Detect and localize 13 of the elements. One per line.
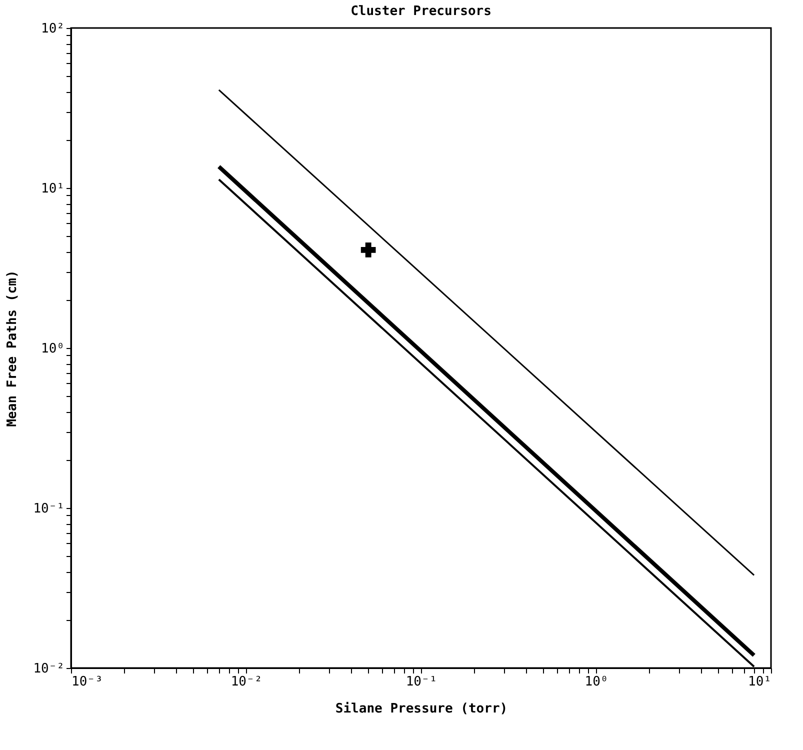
- x-tick-label: 10⁰: [584, 674, 608, 690]
- y-tick-label: 10¹: [41, 182, 64, 196]
- x-tick-label: 10⁻³: [72, 674, 103, 690]
- x-axis-title: Silane Pressure (torr): [335, 702, 508, 716]
- x-tick-label: 10⁻²: [230, 674, 262, 690]
- y-tick-label: 10⁻²: [33, 662, 64, 676]
- y-tick-label: 10²: [41, 22, 64, 36]
- x-tick-label: 10¹: [748, 674, 772, 690]
- chart-title: Cluster Precursors: [350, 4, 492, 19]
- x-tick-label: 10⁻¹: [406, 674, 438, 690]
- y-axis-title: Mean Free Paths (cm): [5, 270, 20, 427]
- y-tick-label: 10⁰: [41, 342, 64, 356]
- y-tick-label: 10⁻¹: [33, 502, 64, 516]
